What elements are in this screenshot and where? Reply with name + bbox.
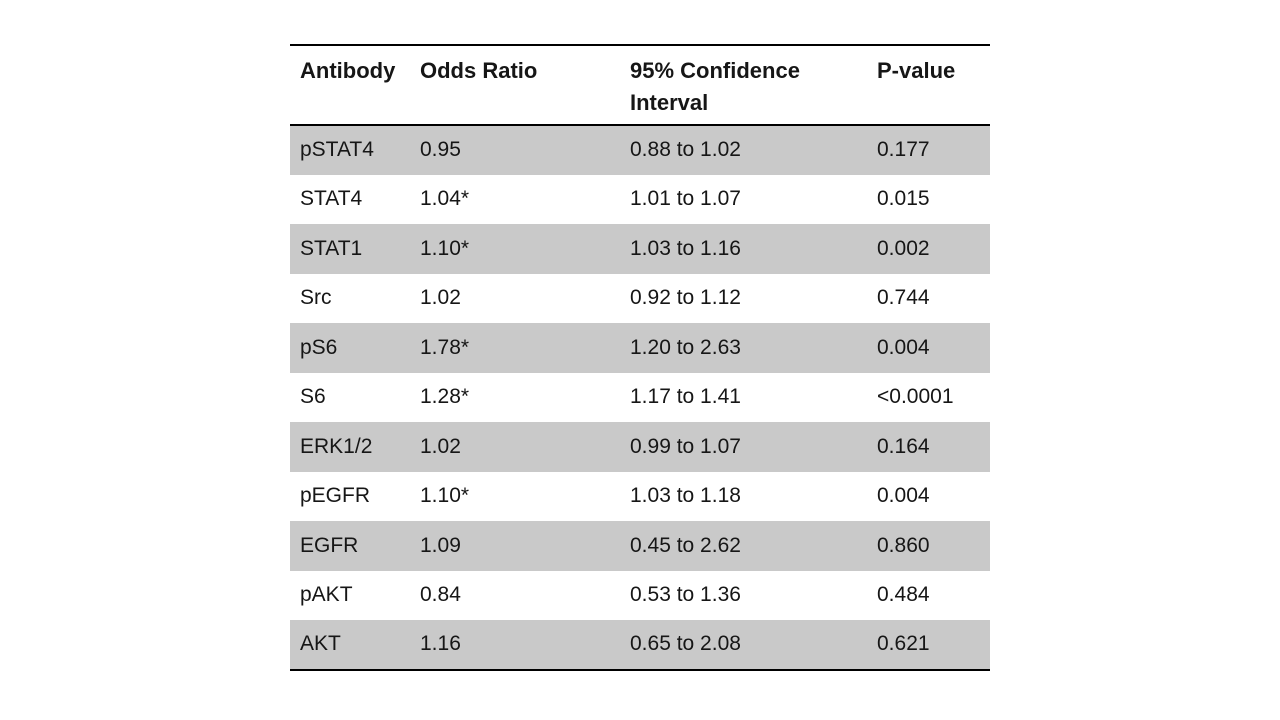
cell-p-value: 0.015: [867, 174, 990, 224]
cell-odds-ratio: 1.28*: [410, 372, 620, 422]
cell-confidence-interval: 0.53 to 1.36: [620, 570, 867, 620]
table-row: AKT 1.16 0.65 to 2.08 0.621: [290, 620, 990, 670]
col-header-antibody: Antibody: [290, 45, 410, 126]
cell-confidence-interval: 0.88 to 1.02: [620, 125, 867, 175]
cell-odds-ratio: 1.10*: [410, 224, 620, 274]
col-header-odds-ratio: Odds Ratio: [410, 45, 620, 126]
cell-antibody: AKT: [290, 620, 410, 670]
table-row: pAKT 0.84 0.53 to 1.36 0.484: [290, 570, 990, 620]
cell-antibody: Src: [290, 273, 410, 323]
cell-odds-ratio: 1.04*: [410, 174, 620, 224]
cell-antibody: STAT4: [290, 174, 410, 224]
table-row: ERK1/2 1.02 0.99 to 1.07 0.164: [290, 422, 990, 472]
cell-antibody: pS6: [290, 323, 410, 373]
cell-p-value: 0.164: [867, 422, 990, 472]
cell-antibody: pAKT: [290, 570, 410, 620]
cell-p-value: 0.860: [867, 521, 990, 571]
table-body: pSTAT4 0.95 0.88 to 1.02 0.177 STAT4 1.0…: [290, 125, 990, 670]
cell-confidence-interval: 1.01 to 1.07: [620, 174, 867, 224]
table-row: Src 1.02 0.92 to 1.12 0.744: [290, 273, 990, 323]
table-row: pEGFR 1.10* 1.03 to 1.18 0.004: [290, 471, 990, 521]
cell-confidence-interval: 0.99 to 1.07: [620, 422, 867, 472]
cell-p-value: 0.744: [867, 273, 990, 323]
cell-odds-ratio: 0.95: [410, 125, 620, 175]
cell-confidence-interval: 0.65 to 2.08: [620, 620, 867, 670]
cell-antibody: STAT1: [290, 224, 410, 274]
cell-antibody: pEGFR: [290, 471, 410, 521]
cell-antibody: EGFR: [290, 521, 410, 571]
cell-p-value: 0.621: [867, 620, 990, 670]
cell-p-value: 0.002: [867, 224, 990, 274]
cell-confidence-interval: 1.03 to 1.18: [620, 471, 867, 521]
col-header-p-value: P-value: [867, 45, 990, 126]
cell-p-value: 0.004: [867, 323, 990, 373]
cell-confidence-interval: 1.03 to 1.16: [620, 224, 867, 274]
table-row: EGFR 1.09 0.45 to 2.62 0.860: [290, 521, 990, 571]
cell-confidence-interval: 0.45 to 2.62: [620, 521, 867, 571]
cell-confidence-interval: 0.92 to 1.12: [620, 273, 867, 323]
cell-confidence-interval: 1.20 to 2.63: [620, 323, 867, 373]
cell-odds-ratio: 1.10*: [410, 471, 620, 521]
table-row: STAT1 1.10* 1.03 to 1.16 0.002: [290, 224, 990, 274]
cell-odds-ratio: 1.02: [410, 422, 620, 472]
cell-p-value: 0.484: [867, 570, 990, 620]
cell-odds-ratio: 0.84: [410, 570, 620, 620]
cell-odds-ratio: 1.09: [410, 521, 620, 571]
cell-p-value: 0.177: [867, 125, 990, 175]
cell-odds-ratio: 1.78*: [410, 323, 620, 373]
cell-odds-ratio: 1.16: [410, 620, 620, 670]
cell-antibody: S6: [290, 372, 410, 422]
cell-antibody: ERK1/2: [290, 422, 410, 472]
odds-ratio-table: Antibody Odds Ratio 95% Confidence Inter…: [290, 44, 990, 671]
cell-p-value: 0.004: [867, 471, 990, 521]
cell-confidence-interval: 1.17 to 1.41: [620, 372, 867, 422]
cell-odds-ratio: 1.02: [410, 273, 620, 323]
cell-p-value: <0.0001: [867, 372, 990, 422]
table-row: STAT4 1.04* 1.01 to 1.07 0.015: [290, 174, 990, 224]
header-row: Antibody Odds Ratio 95% Confidence Inter…: [290, 45, 990, 126]
table-row: pS6 1.78* 1.20 to 2.63 0.004: [290, 323, 990, 373]
table-row: S6 1.28* 1.17 to 1.41 <0.0001: [290, 372, 990, 422]
cell-antibody: pSTAT4: [290, 125, 410, 175]
table-row: pSTAT4 0.95 0.88 to 1.02 0.177: [290, 125, 990, 175]
col-header-confidence-interval: 95% Confidence Interval: [620, 45, 867, 126]
